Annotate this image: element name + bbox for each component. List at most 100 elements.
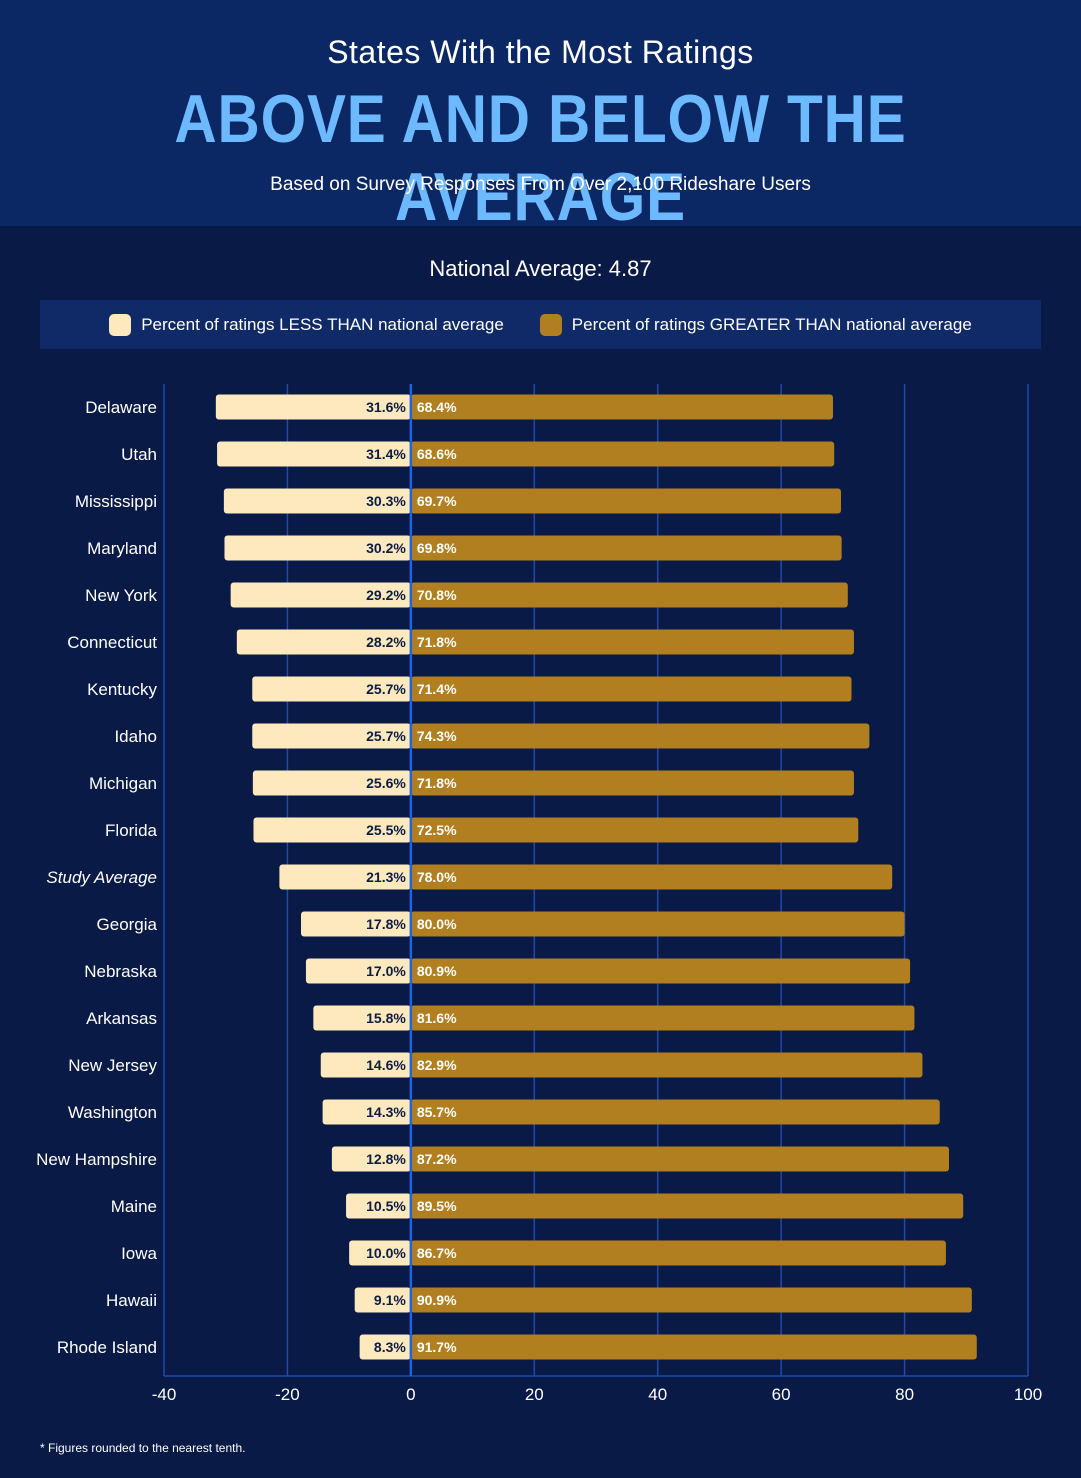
- category-label: Delaware: [85, 398, 157, 417]
- category-label: Iowa: [121, 1244, 157, 1263]
- bar-greater: [410, 958, 911, 984]
- bar-less: [322, 1099, 411, 1125]
- bar-less: [236, 629, 411, 655]
- bar-greater: [410, 1146, 950, 1172]
- x-tick-label: 100: [1014, 1385, 1042, 1404]
- category-label: Hawaii: [106, 1291, 157, 1310]
- data-label-less: 9.1%: [374, 1292, 406, 1308]
- bar-less: [279, 864, 411, 890]
- bar-greater: [410, 488, 842, 514]
- data-label-less: 10.5%: [366, 1198, 406, 1214]
- category-label: Florida: [105, 821, 158, 840]
- bar-greater: [410, 1052, 923, 1078]
- data-label-less: 25.7%: [366, 681, 406, 697]
- data-label-less: 17.0%: [366, 963, 406, 979]
- category-label: Maine: [111, 1197, 157, 1216]
- category-label: Washington: [68, 1103, 157, 1122]
- data-label-greater: 71.8%: [417, 775, 457, 791]
- bar-greater: [410, 1099, 940, 1125]
- data-label-greater: 91.7%: [417, 1339, 457, 1355]
- data-label-less: 21.3%: [366, 869, 406, 885]
- data-label-less: 14.6%: [366, 1057, 406, 1073]
- bar-greater: [410, 441, 835, 467]
- data-label-greater: 85.7%: [417, 1104, 457, 1120]
- bar-greater: [410, 1334, 977, 1360]
- legend-label-less: Percent of ratings LESS THAN national av…: [141, 314, 504, 334]
- data-label-greater: 72.5%: [417, 822, 457, 838]
- bar-greater: [410, 770, 854, 796]
- bar-less: [223, 488, 411, 514]
- data-label-greater: 71.8%: [417, 634, 457, 650]
- bar-greater: [410, 629, 854, 655]
- bar-less: [252, 723, 411, 749]
- bar-greater: [410, 1193, 964, 1219]
- bar-less: [230, 582, 411, 608]
- bar-greater: [410, 1240, 946, 1266]
- bar-greater: [410, 1287, 972, 1313]
- category-label: New Hampshire: [36, 1150, 157, 1169]
- category-label: Mississippi: [75, 492, 157, 511]
- footnote: * Figures rounded to the nearest tenth.: [40, 1441, 246, 1455]
- category-label: Utah: [121, 445, 157, 464]
- data-label-greater: 70.8%: [417, 587, 457, 603]
- category-label: Connecticut: [67, 633, 157, 652]
- data-label-less: 8.3%: [374, 1339, 406, 1355]
- bar-less: [224, 535, 411, 561]
- bar-greater: [410, 676, 852, 702]
- data-label-less: 30.3%: [366, 493, 406, 509]
- data-label-less: 29.2%: [366, 587, 406, 603]
- bar-less: [253, 817, 411, 843]
- data-label-less: 15.8%: [366, 1010, 406, 1026]
- legend-swatch-greater: [539, 313, 562, 336]
- data-label-greater: 82.9%: [417, 1057, 457, 1073]
- category-label: Rhode Island: [57, 1338, 157, 1357]
- data-label-less: 25.6%: [366, 775, 406, 791]
- bar-less: [252, 770, 411, 796]
- x-tick-label: -20: [275, 1385, 300, 1404]
- legend-item-less: Percent of ratings LESS THAN national av…: [109, 313, 504, 336]
- bar-greater: [410, 723, 870, 749]
- data-label-less: 25.7%: [366, 728, 406, 744]
- category-label: Kentucky: [87, 680, 157, 699]
- bar-less: [313, 1005, 411, 1031]
- data-label-less: 28.2%: [366, 634, 406, 650]
- header-banner: States With the Most Ratings ABOVE AND B…: [0, 0, 1081, 235]
- bar-less: [346, 1193, 411, 1219]
- bar-greater: [410, 911, 905, 937]
- legend: Percent of ratings LESS THAN national av…: [40, 300, 1041, 349]
- bar-less: [301, 911, 411, 937]
- x-tick-label: 80: [895, 1385, 914, 1404]
- bar-greater: [410, 1005, 915, 1031]
- data-label-greater: 74.3%: [417, 728, 457, 744]
- category-label: Georgia: [97, 915, 158, 934]
- category-label: Nebraska: [84, 962, 157, 981]
- bar-greater: [410, 535, 842, 561]
- category-label: New Jersey: [68, 1056, 157, 1075]
- x-tick-label: 0: [406, 1385, 415, 1404]
- bar-less: [331, 1146, 411, 1172]
- x-tick-label: 40: [648, 1385, 667, 1404]
- national-average: National Average: 4.87: [429, 256, 652, 281]
- data-label-less: 14.3%: [366, 1104, 406, 1120]
- data-label-greater: 69.7%: [417, 493, 457, 509]
- data-label-greater: 80.9%: [417, 963, 457, 979]
- bar-greater: [410, 582, 848, 608]
- data-label-greater: 80.0%: [417, 916, 457, 932]
- bar-less: [354, 1287, 411, 1313]
- data-label-less: 25.5%: [366, 822, 406, 838]
- bar-greater: [410, 394, 833, 420]
- data-label-less: 31.6%: [366, 399, 406, 415]
- subtitle: Based on Survey Responses From Over 2,10…: [270, 174, 811, 195]
- category-label: New York: [85, 586, 157, 605]
- data-label-less: 12.8%: [366, 1151, 406, 1167]
- data-label-less: 31.4%: [366, 446, 406, 462]
- bar-less: [320, 1052, 411, 1078]
- legend-swatch-less: [109, 313, 132, 336]
- category-label: Study Average: [46, 868, 157, 887]
- data-label-less: 30.2%: [366, 540, 406, 556]
- x-tick-label: -40: [152, 1385, 177, 1404]
- data-label-greater: 68.6%: [417, 446, 457, 462]
- data-label-greater: 69.8%: [417, 540, 457, 556]
- data-label-greater: 87.2%: [417, 1151, 457, 1167]
- legend-label-greater: Percent of ratings GREATER THAN national…: [571, 314, 972, 334]
